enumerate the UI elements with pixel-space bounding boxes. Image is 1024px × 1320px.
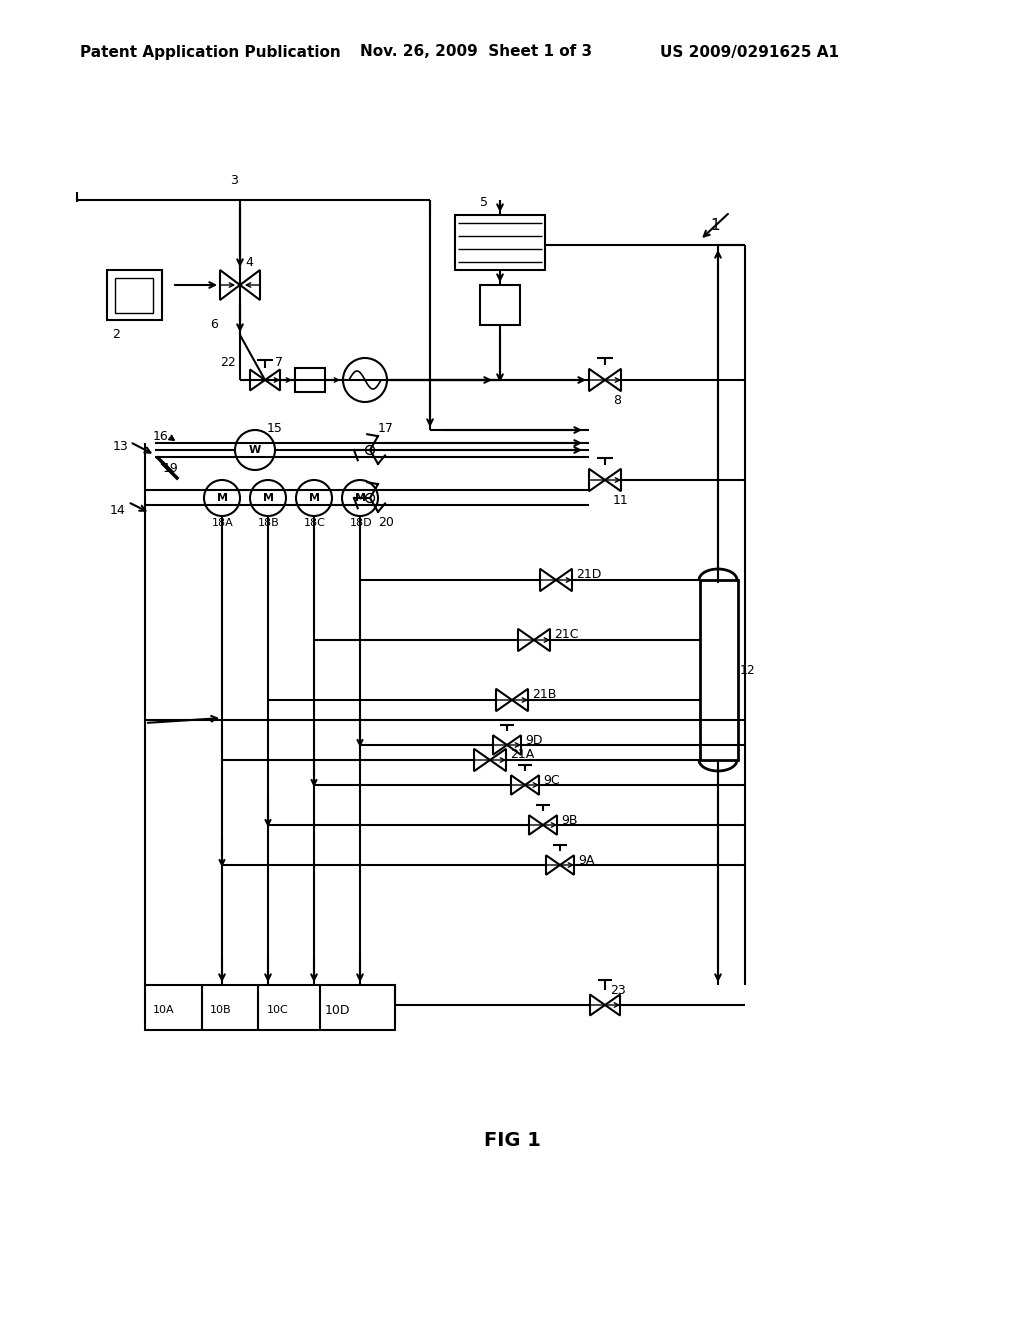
Text: 11: 11	[613, 494, 629, 507]
Bar	[106, 271, 162, 319]
Text: 6: 6	[210, 318, 218, 331]
Text: M: M	[354, 492, 366, 503]
Text: Nov. 26, 2009  Sheet 1 of 3: Nov. 26, 2009 Sheet 1 of 3	[360, 45, 592, 59]
Text: 3: 3	[230, 173, 238, 186]
Text: US 2009/0291625 A1: US 2009/0291625 A1	[660, 45, 839, 59]
Text: M: M	[262, 492, 273, 503]
Text: 21A: 21A	[510, 748, 535, 762]
Text: 8: 8	[613, 393, 621, 407]
Text: 18A: 18A	[212, 517, 233, 528]
Text: FIG 1: FIG 1	[483, 1130, 541, 1150]
Text: 10D: 10D	[325, 1003, 350, 1016]
Text: M: M	[216, 492, 227, 503]
Text: 9A: 9A	[578, 854, 594, 866]
Text: 18B: 18B	[258, 517, 280, 528]
Text: 21B: 21B	[532, 689, 556, 701]
Text: 9C: 9C	[543, 774, 560, 787]
Text: 9D: 9D	[525, 734, 543, 747]
Text: 18D: 18D	[350, 517, 373, 528]
Text: 9B: 9B	[561, 813, 578, 826]
Text: 12: 12	[740, 664, 756, 676]
Text: 7: 7	[275, 355, 283, 368]
Text: 19: 19	[163, 462, 179, 474]
Text: 10C: 10C	[267, 1005, 289, 1015]
Text: Patent Application Publication: Patent Application Publication	[80, 45, 341, 59]
Text: 10B: 10B	[210, 1005, 231, 1015]
Text: 21C: 21C	[554, 628, 579, 642]
Bar	[480, 285, 520, 325]
Text: 16: 16	[153, 430, 169, 444]
Text: 4: 4	[245, 256, 253, 269]
Bar	[145, 985, 395, 1030]
Text: 2: 2	[112, 329, 120, 342]
Bar	[700, 579, 738, 760]
Text: 14: 14	[110, 503, 126, 516]
Text: 5: 5	[480, 197, 488, 210]
Text: 21D: 21D	[575, 569, 601, 582]
Text: 13: 13	[113, 441, 129, 454]
Text: 15: 15	[267, 421, 283, 434]
Text: 18C: 18C	[304, 517, 326, 528]
Text: M: M	[308, 492, 319, 503]
Text: 20: 20	[378, 516, 394, 529]
Text: 22: 22	[220, 355, 236, 368]
Text: W: W	[249, 445, 261, 455]
Bar	[115, 279, 153, 313]
Bar	[295, 368, 325, 392]
Text: 1: 1	[710, 218, 720, 232]
Text: 17: 17	[378, 421, 394, 434]
Text: 10A: 10A	[153, 1005, 175, 1015]
Bar	[455, 215, 545, 271]
Text: 23: 23	[610, 983, 626, 997]
